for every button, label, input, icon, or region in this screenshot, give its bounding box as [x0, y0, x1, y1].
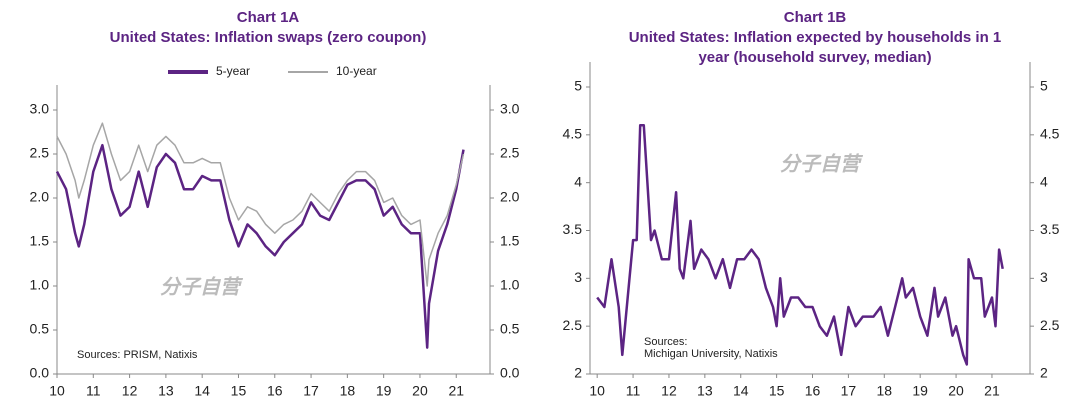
y2-tick-label: 0.0 — [500, 365, 520, 381]
x-tick-label: 21 — [448, 383, 464, 399]
x-tick-label: 12 — [122, 383, 138, 399]
x-tick-label: 14 — [733, 383, 749, 399]
y2-tick-label: 3 — [1040, 269, 1048, 285]
legend-label: 10-year — [336, 64, 377, 78]
y2-tick-label: 3.5 — [1040, 221, 1060, 237]
x-tick-label: 17 — [303, 383, 319, 399]
x-tick-label: 12 — [661, 383, 677, 399]
chart-subtitle: year (household survey, median) — [698, 49, 931, 66]
y-tick-label: 3 — [574, 269, 582, 285]
x-tick-label: 10 — [589, 383, 605, 399]
x-tick-label: 11 — [626, 383, 641, 399]
series-line — [56, 122, 465, 287]
x-tick-label: 18 — [877, 383, 893, 399]
x-tick-label: 19 — [912, 383, 928, 399]
y2-tick-label: 1.0 — [500, 277, 520, 293]
x-tick-label: 19 — [376, 383, 392, 399]
x-tick-label: 20 — [948, 383, 964, 399]
y2-tick-label: 2.5 — [500, 145, 520, 161]
y-tick-label: 4 — [574, 173, 582, 189]
y2-tick-label: 4 — [1040, 173, 1048, 189]
y-tick-label: 2 — [574, 365, 582, 381]
x-tick-label: 14 — [194, 383, 210, 399]
x-tick-label: 17 — [841, 383, 857, 399]
x-tick-label: 16 — [267, 383, 283, 399]
y-tick-label: 3.0 — [30, 101, 50, 117]
chart-subtitle: United States: Inflation swaps (zero cou… — [110, 29, 427, 46]
watermark: 分子自营 — [780, 152, 864, 175]
x-tick-label: 13 — [158, 383, 174, 399]
sources: Michigan University, Natixis — [644, 348, 778, 360]
y-tick-label: 2.5 — [30, 145, 50, 161]
y-tick-label: 4.5 — [563, 126, 583, 142]
x-tick-label: 21 — [984, 383, 1000, 399]
y-tick-label: 0.5 — [30, 321, 50, 337]
x-tick-label: 13 — [697, 383, 713, 399]
y-tick-label: 3.5 — [563, 221, 583, 237]
y2-tick-label: 4.5 — [1040, 126, 1060, 142]
y2-tick-label: 2.5 — [1040, 317, 1060, 333]
sources: Sources: — [644, 336, 687, 348]
chart-title: Chart 1B — [784, 9, 847, 26]
y2-tick-label: 0.5 — [500, 321, 520, 337]
chart-title: Chart 1A — [237, 9, 300, 26]
y-tick-label: 2.0 — [30, 189, 50, 205]
y-tick-label: 1.0 — [30, 277, 50, 293]
x-tick-label: 15 — [231, 383, 247, 399]
y2-tick-label: 3.0 — [500, 101, 520, 117]
series-line — [596, 124, 1004, 366]
x-tick-label: 20 — [412, 383, 428, 399]
y-tick-label: 2.5 — [563, 317, 583, 333]
x-tick-label: 16 — [805, 383, 821, 399]
y-tick-label: 5 — [574, 78, 582, 94]
legend-label: 5-year — [216, 64, 250, 78]
y2-tick-label: 1.5 — [500, 233, 520, 249]
watermark: 分子自营 — [160, 275, 244, 298]
sources: Sources: PRISM, Natixis — [77, 349, 198, 361]
y2-tick-label: 2 — [1040, 365, 1048, 381]
chart-subtitle: United States: Inflation expected by hou… — [629, 29, 1002, 46]
y2-tick-label: 5 — [1040, 78, 1048, 94]
y-tick-label: 1.5 — [30, 233, 50, 249]
series-line — [55, 143, 465, 349]
y-tick-label: 0.0 — [30, 365, 50, 381]
x-tick-label: 18 — [340, 383, 356, 399]
y2-tick-label: 2.0 — [500, 189, 520, 205]
x-tick-label: 15 — [769, 383, 785, 399]
x-tick-label: 11 — [86, 383, 101, 399]
x-tick-label: 10 — [49, 383, 65, 399]
